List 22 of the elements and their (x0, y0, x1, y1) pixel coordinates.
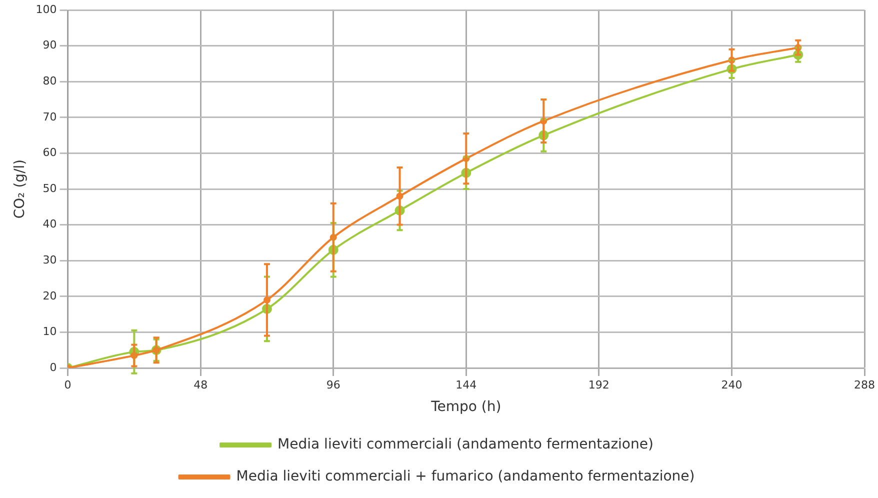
y-tick-label: 20 (42, 289, 57, 302)
x-tick-label: 48 (194, 378, 208, 392)
x-tick-label: 96 (326, 378, 340, 392)
y-tick-label: 90 (42, 38, 57, 52)
y-tick-label: 30 (42, 253, 57, 266)
x-tick-label: 240 (721, 378, 742, 392)
y-tick-label: 100 (36, 2, 57, 16)
x-tick-label: 192 (588, 378, 610, 392)
x-axis-title: Tempo (h) (430, 399, 502, 416)
x-tick-label: 288 (854, 378, 875, 392)
y-tick-label: 0 (50, 360, 57, 374)
y-tick-label: 60 (42, 146, 57, 160)
x-tick-label: 0 (64, 378, 72, 392)
legend-label: Media lieviti commerciali (andamento fermentazione) (278, 436, 654, 453)
legend-label: Media lieviti commerciali + fumarico (andamento fermentazione) (236, 468, 695, 485)
y-tick-label: 10 (42, 325, 57, 338)
y-tick-label: 80 (42, 74, 57, 88)
y-axis-title: CO₂ (g/l) (12, 159, 28, 219)
y-tick-label: 50 (42, 182, 57, 195)
y-tick-label: 40 (42, 218, 57, 231)
y-tick-label: 70 (42, 110, 57, 124)
x-tick-label: 144 (456, 378, 477, 392)
